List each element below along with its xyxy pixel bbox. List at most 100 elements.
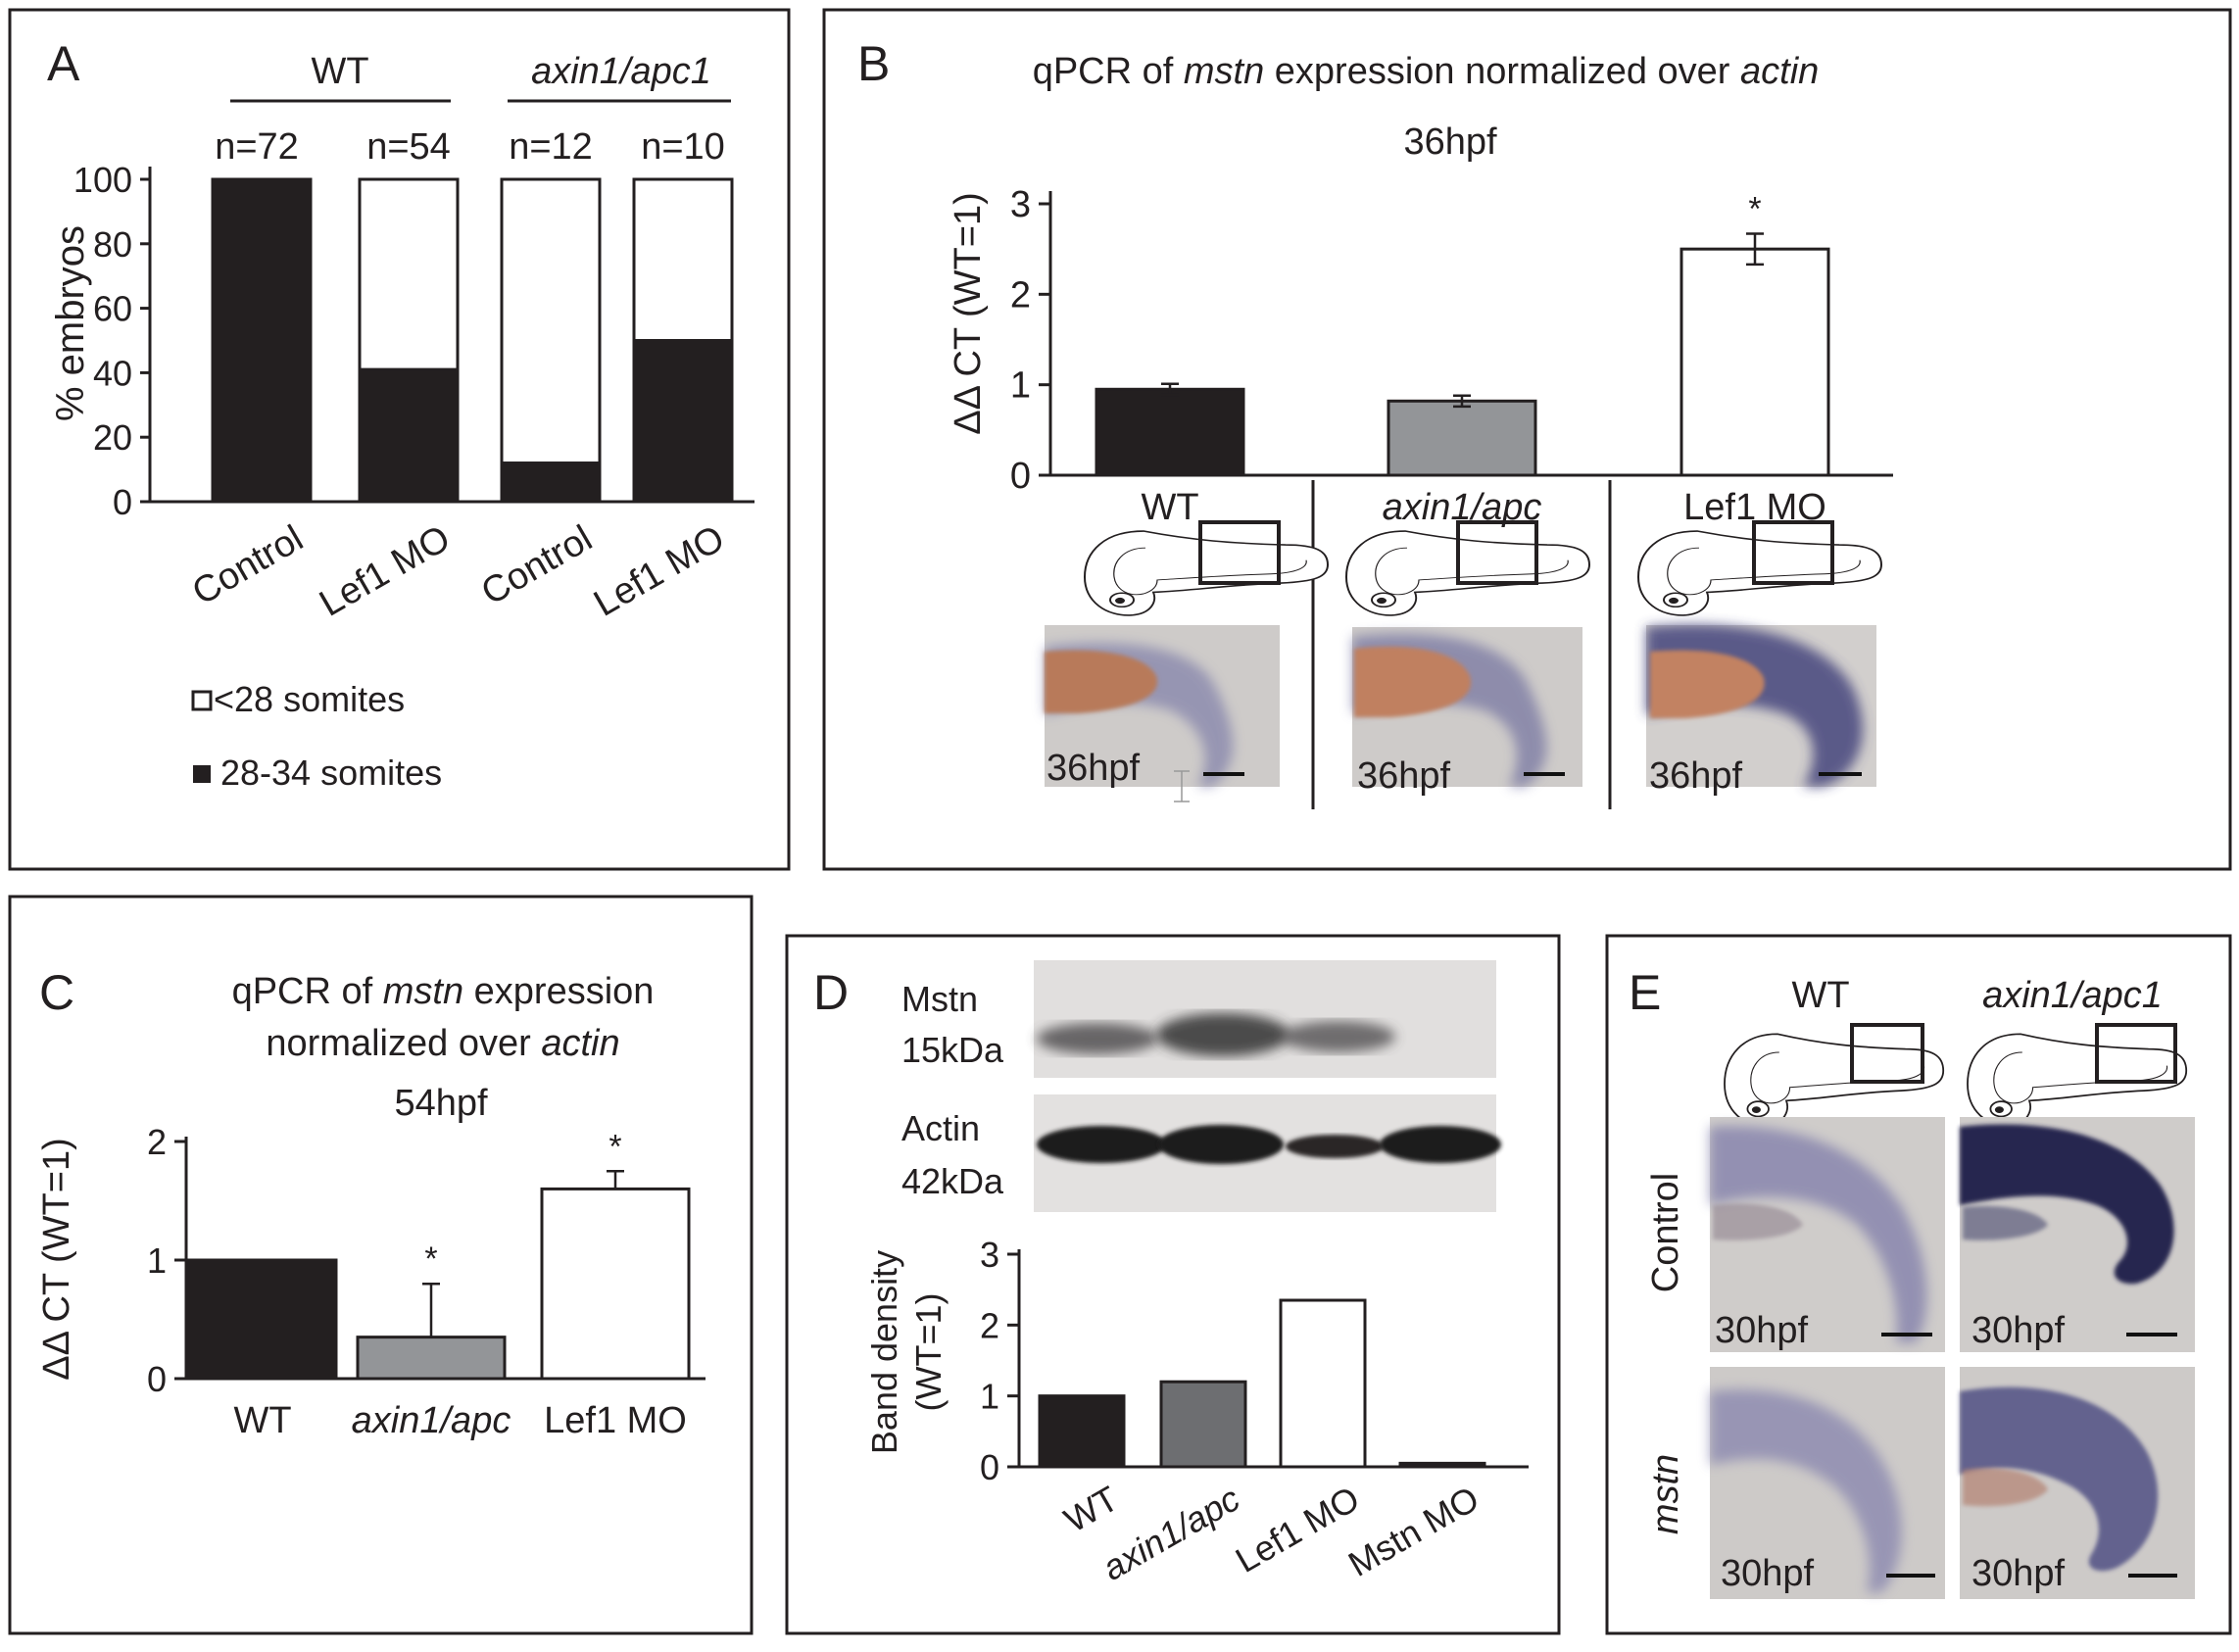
image-label-e-2: 30hpf — [1971, 1310, 2066, 1351]
panel-a: A WT axin1/apc1 0 20 40 60 80 100 n=72 n=54 n=1… — [8, 8, 791, 871]
panel-b-stage: 36hpf — [1403, 121, 1497, 163]
western-blot-mstn — [1034, 960, 1496, 1078]
a-category-label: Control — [185, 517, 310, 613]
image-label-b-lef1: 36hpf — [1649, 755, 1743, 797]
legend-white-swatch — [191, 690, 213, 711]
embryo-schematic-icon — [1345, 530, 1590, 616]
embryo-schematic-icon — [1637, 530, 1882, 616]
a-bar-black — [500, 462, 602, 504]
a-n-label: n=72 — [215, 126, 299, 168]
image-label-e-3: 30hpf — [1721, 1553, 1815, 1594]
d-bar — [1159, 1380, 1247, 1469]
a-bar-black — [211, 177, 313, 504]
a-bar-black — [632, 339, 734, 504]
a-n-label: n=10 — [641, 126, 725, 168]
c-bar — [356, 1336, 507, 1381]
a-category-label: Lef1 MO — [587, 517, 731, 624]
d-ylabel-line2: (WT=1) — [908, 1293, 949, 1412]
d-category-label: WT — [1057, 1478, 1125, 1539]
blot-actin-size: 42kDa — [901, 1161, 1004, 1201]
blot-mstn-size: 15kDa — [901, 1030, 1004, 1070]
c-bar — [187, 1258, 338, 1381]
c-ytick-label: 1 — [147, 1240, 167, 1281]
b-bar — [1095, 387, 1245, 477]
a-ytick-label: 100 — [73, 160, 132, 200]
group-label-wt: WT — [311, 51, 368, 92]
b-category-label: WT — [1141, 487, 1198, 528]
a-ytick-label: 40 — [93, 353, 132, 393]
image-label-b-wt: 36hpf — [1046, 748, 1141, 789]
panel-b: B qPCR of mstn expression normalized ove… — [822, 8, 2232, 871]
b-bar — [1387, 399, 1537, 477]
legend-black-label: 28-34 somites — [220, 753, 442, 793]
e-col-wt: WT — [1791, 975, 1849, 1016]
d-bar — [1038, 1394, 1126, 1469]
a-n-label: n=12 — [509, 126, 593, 168]
e-row-control: Control — [1645, 1173, 1686, 1293]
panel-d: D Mstn 15kDa Actin 42kDa 0 1 2 3 WTaxin1/ap… — [785, 934, 1561, 1635]
panel-c-title-line2: normalized over actin — [266, 1023, 619, 1064]
d-category-label: axin1/apc — [1095, 1478, 1246, 1588]
panel-b-letter: B — [857, 36, 890, 91]
image-label-e-1: 30hpf — [1715, 1310, 1809, 1351]
panel-b-title: qPCR of mstn expression normalized over … — [1033, 51, 1820, 92]
micrograph-b-wt: 36hpf — [1045, 625, 1280, 802]
d-ytick-label: 1 — [980, 1377, 999, 1417]
c-ytick-label: 0 — [147, 1359, 167, 1399]
a-ytick-label: 0 — [113, 482, 132, 522]
a-ytick-label: 60 — [93, 289, 132, 329]
c-category-label: axin1/apc — [352, 1400, 511, 1441]
d-bar — [1279, 1298, 1367, 1469]
b-significance-star: * — [1748, 190, 1761, 227]
b-ytick-label: 2 — [1010, 274, 1031, 316]
c-category-label: WT — [233, 1400, 291, 1441]
micrograph-e-wt-control: 30hpf — [1710, 1117, 1945, 1352]
panel-e: E WT axin1/apc1 Control mstn 30hpf 30hpf — [1605, 934, 2232, 1635]
embryo-schematic-icon — [1084, 530, 1329, 616]
b-ytick-label: 1 — [1010, 365, 1031, 407]
b-ylabel: ΔΔ CT (WT=1) — [948, 192, 989, 434]
c-bar — [540, 1187, 691, 1381]
a-n-label: n=54 — [366, 126, 451, 168]
legend-white-label: <28 somites — [214, 679, 405, 719]
e-row-mstn: mstn — [1645, 1454, 1686, 1534]
micrograph-b-lef1: 36hpf — [1646, 624, 1876, 797]
d-ytick-label: 0 — [980, 1447, 999, 1487]
panel-a-letter: A — [47, 36, 80, 91]
image-label-e-4: 30hpf — [1971, 1553, 2066, 1594]
d-category-label: Mstn MO — [1341, 1478, 1485, 1584]
c-category-label: Lef1 MO — [544, 1400, 687, 1441]
panel-c-letter: C — [39, 965, 74, 1020]
panel-e-letter: E — [1629, 965, 1661, 1020]
e-col-mut: axin1/apc1 — [1982, 975, 2163, 1016]
a-ytick-label: 80 — [93, 224, 132, 265]
c-ylabel: ΔΔ CT (WT=1) — [36, 1138, 77, 1380]
d-ytick-label: 3 — [980, 1235, 999, 1275]
legend-black-swatch — [193, 765, 211, 783]
image-label-b-axin: 36hpf — [1357, 755, 1451, 797]
group-label-axin1-apc1: axin1/apc1 — [531, 51, 711, 92]
blot-actin-label: Actin — [901, 1108, 980, 1148]
micrograph-e-mut-control: 30hpf — [1960, 1117, 2195, 1352]
panel-c-title-line1: qPCR of mstn expression — [232, 971, 655, 1012]
panel-d-letter: D — [813, 965, 849, 1020]
micrograph-e-wt-mstn: 30hpf — [1710, 1367, 1945, 1599]
a-ylabel: % embryos — [49, 225, 92, 421]
d-category-label: Lef1 MO — [1229, 1478, 1366, 1580]
d-ylabel-line1: Band density — [864, 1250, 904, 1454]
d-bar — [1398, 1461, 1486, 1469]
a-category-label: Control — [474, 517, 599, 613]
b-ytick-label: 3 — [1010, 184, 1031, 225]
d-ytick-label: 2 — [980, 1305, 999, 1345]
c-significance-star: * — [608, 1128, 621, 1165]
blot-mstn-label: Mstn — [901, 979, 978, 1019]
b-bar — [1679, 247, 1830, 477]
panel-c-stage: 54hpf — [394, 1083, 488, 1124]
c-significance-star: * — [424, 1240, 437, 1278]
b-ytick-label: 0 — [1010, 456, 1031, 497]
micrograph-e-mut-mstn: 30hpf — [1960, 1367, 2195, 1599]
micrograph-b-axin: 36hpf — [1352, 627, 1582, 797]
a-category-label: Lef1 MO — [313, 517, 457, 624]
a-ytick-label: 20 — [93, 417, 132, 458]
